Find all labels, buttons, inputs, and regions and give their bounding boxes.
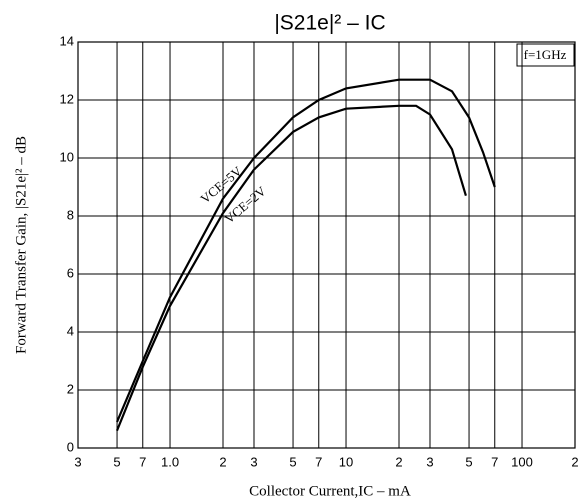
line-series — [115, 104, 467, 432]
x-tick-label: 2 — [395, 454, 402, 469]
y-tick-label: 0 — [67, 439, 74, 454]
y-tick-label: 12 — [60, 91, 74, 106]
x-tick-label: 7 — [315, 454, 322, 469]
y-tick-label: 14 — [60, 33, 74, 48]
x-tick-label: 3 — [250, 454, 257, 469]
y-tick-label: 8 — [67, 207, 74, 222]
x-tick-label: 5 — [465, 454, 472, 469]
y-tick-label: 6 — [67, 265, 74, 280]
x-tick-label: 2 — [219, 454, 226, 469]
x-tick-label: 3 — [74, 454, 81, 469]
line-series — [115, 78, 496, 423]
x-tick-label: 5 — [289, 454, 296, 469]
x-axis-label: Collector Current,IC – mA — [249, 483, 411, 499]
annotation: f=1GHz — [524, 47, 567, 62]
y-tick-label: 2 — [67, 381, 74, 396]
x-tick-label: 1.0 — [161, 454, 179, 469]
x-tick-label: 3 — [426, 454, 433, 469]
x-tick-label: 100 — [511, 454, 533, 469]
x-tick-label: 2 — [571, 454, 578, 469]
x-tick-label: 10 — [339, 454, 353, 469]
chart-title: |S21e|² – IC — [274, 12, 385, 35]
y-tick-label: 4 — [67, 323, 74, 338]
plot-frame — [77, 41, 576, 449]
y-axis-label: Forward Transfer Gain, |S21e|² – dB — [13, 136, 29, 354]
x-tick-label: 5 — [113, 454, 120, 469]
x-tick-label: 7 — [139, 454, 146, 469]
y-tick-label: 10 — [60, 149, 74, 164]
annotation-box — [516, 43, 575, 67]
x-tick-label: 7 — [491, 454, 498, 469]
